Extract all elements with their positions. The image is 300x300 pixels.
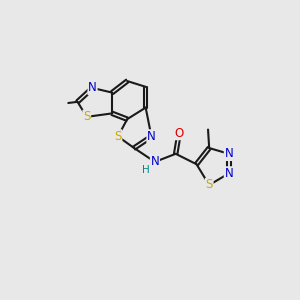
- Text: O: O: [175, 127, 184, 140]
- Text: N: N: [88, 82, 97, 94]
- Text: S: S: [206, 178, 213, 191]
- Text: N: N: [147, 130, 156, 143]
- Text: N: N: [224, 147, 233, 160]
- Text: N: N: [151, 155, 159, 168]
- Text: N: N: [224, 167, 233, 180]
- Text: S: S: [83, 110, 90, 123]
- Text: S: S: [114, 130, 122, 143]
- Text: H: H: [142, 165, 149, 175]
